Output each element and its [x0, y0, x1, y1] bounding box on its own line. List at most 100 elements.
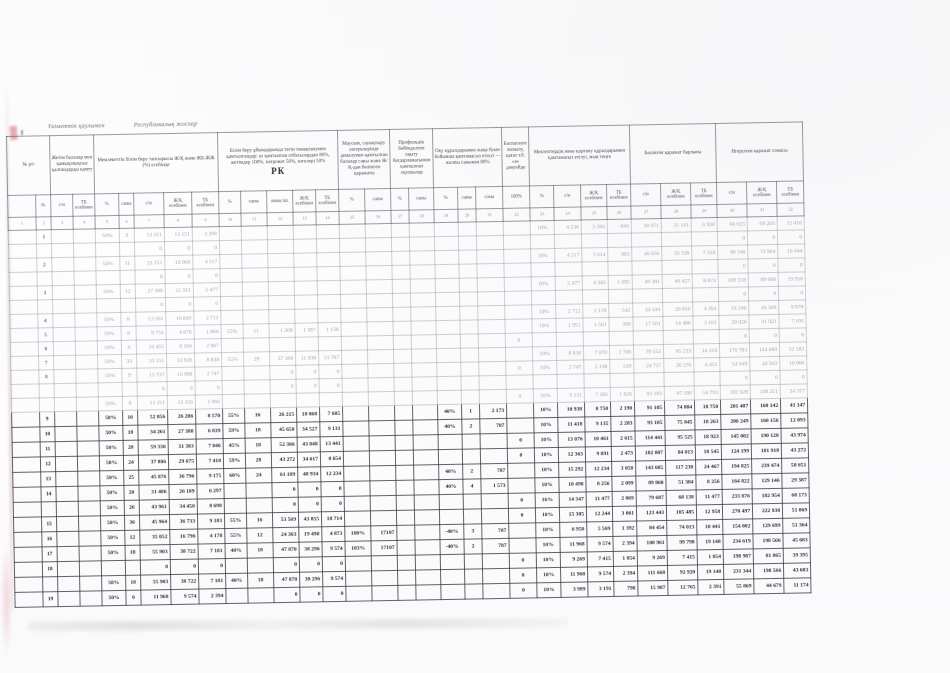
table-cell — [694, 371, 721, 386]
table-cell: 21 151 — [134, 255, 166, 271]
table-cell: 108 961 — [637, 535, 668, 552]
table-cell: 40% — [437, 419, 463, 435]
table-cell: 542 — [608, 303, 634, 318]
table-cell: 24 727 — [633, 358, 665, 374]
table-cell — [76, 425, 100, 442]
table-cell: 31 486 — [138, 484, 170, 501]
table-cell: 24 — [245, 467, 272, 484]
table-cell — [73, 242, 96, 258]
table-cell — [74, 270, 97, 286]
table-cell: 40 656 — [631, 246, 663, 262]
header-colnum: 23 — [529, 207, 555, 221]
table-cell — [414, 494, 440, 511]
pink-ink-smudge — [2, 545, 11, 655]
table-cell: 2 712 — [555, 303, 584, 319]
table-cell: 2 394 — [613, 565, 638, 582]
table-cell — [691, 259, 719, 274]
table-cell: 123 443 — [636, 505, 667, 522]
table-cell: 79 552 — [633, 344, 664, 360]
table-cell: 0 — [509, 567, 537, 584]
table-cell — [267, 253, 294, 268]
table-cell: 24 363 — [272, 527, 300, 543]
table-cell: 18 — [125, 545, 141, 561]
table-cell: 194 825 — [721, 458, 752, 475]
table-cell — [54, 383, 77, 398]
table-cell: 2 198 — [583, 359, 611, 374]
table-cell — [434, 264, 460, 279]
table-cell — [96, 270, 121, 285]
row-number-cell: 7 — [38, 355, 54, 370]
table-cell — [220, 296, 243, 311]
table-cell — [245, 482, 273, 499]
table-cell — [293, 266, 318, 282]
table-cell — [480, 433, 508, 449]
table-cell — [14, 546, 43, 563]
table-cell: 1 136 — [318, 322, 342, 337]
table-cell: 38 722 — [170, 544, 199, 560]
table-cell: 50% — [98, 396, 123, 411]
table-cell: 0 — [509, 582, 538, 599]
table-cell: 239 474 — [751, 458, 782, 474]
table-cell: 18 263 — [694, 414, 722, 430]
table-cell — [409, 250, 435, 266]
table-cell — [247, 557, 274, 574]
table-cell — [368, 377, 395, 392]
table-cell: 181 918 — [751, 443, 782, 459]
row-number-cell: 2 — [36, 257, 53, 272]
header-group: Жетім балалар мен қамқорлықсыз қалғандар… — [49, 134, 95, 195]
table-cell — [11, 411, 40, 428]
table-cell: 3 061 — [612, 506, 637, 522]
table-cell — [463, 508, 482, 525]
table-cell: 28 — [245, 452, 272, 469]
table-cell — [477, 277, 505, 292]
table-cell: 0 — [137, 381, 168, 397]
table-cell — [397, 540, 416, 556]
table-cell — [393, 321, 412, 336]
table-cell — [436, 362, 462, 377]
table-cell — [395, 480, 415, 496]
table-cell: 68 138 — [666, 489, 697, 506]
table-cell — [391, 251, 410, 266]
table-cell: 54 949 — [719, 356, 751, 372]
table-cell: 19 950 — [778, 271, 806, 287]
table-cell — [317, 280, 341, 295]
table-cell — [506, 402, 534, 419]
table-cell — [459, 277, 478, 293]
table-cell — [393, 363, 413, 378]
table-cell: 50% — [101, 575, 126, 591]
table-cell — [395, 465, 414, 481]
table-cell — [119, 242, 135, 257]
row-number-cell: 12 — [40, 456, 56, 472]
table-cell: 15 305 — [559, 506, 587, 523]
header-colnum: 15 — [338, 210, 366, 225]
table-cell — [221, 338, 244, 353]
table-cell: 0 — [297, 481, 322, 498]
table-cell — [367, 349, 394, 364]
table-cell: 9 878 — [778, 299, 807, 315]
header-colnum: 25 — [580, 206, 608, 220]
table-cell — [241, 239, 268, 255]
table-cell: 31 921 — [749, 314, 780, 329]
table-cell — [219, 268, 243, 283]
row-number-cell: 4 — [37, 313, 54, 328]
header-subcell: ТБ есебінен — [776, 180, 805, 204]
table-cell — [391, 265, 411, 280]
table-cell: 10% — [535, 507, 560, 523]
table-cell — [76, 410, 99, 427]
table-cell — [8, 243, 37, 259]
table-cell: 55 869 — [723, 578, 755, 595]
table-cell: 84 013 — [665, 444, 696, 461]
table-cell — [478, 361, 507, 376]
table-cell — [74, 298, 97, 314]
table-cell: 1 854 — [697, 549, 724, 565]
table-cell: 13 151 — [134, 227, 165, 243]
table-cell — [392, 307, 412, 322]
table-cell — [222, 380, 245, 395]
table-cell — [57, 546, 80, 562]
table-cell: 0 — [272, 497, 299, 513]
table-cell: 50% — [101, 545, 126, 561]
header-subcell: № — [35, 194, 52, 217]
table-cell: 9 574 — [322, 571, 346, 587]
table-cell: 38 722 — [170, 574, 199, 590]
table-cell — [220, 282, 243, 297]
